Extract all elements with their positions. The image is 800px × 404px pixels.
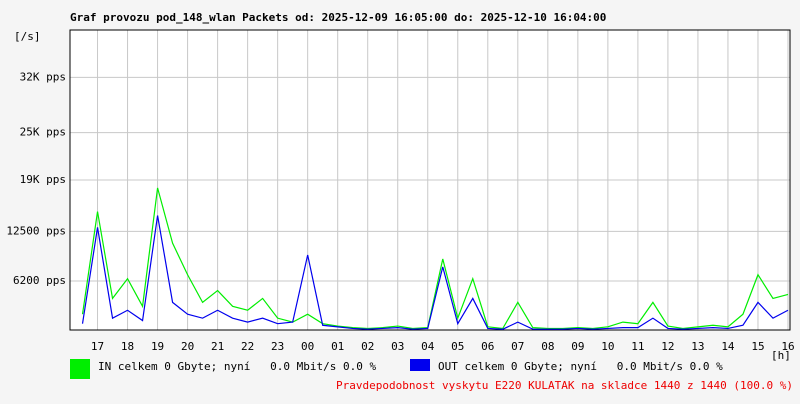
- x-tick-label: 08: [541, 340, 554, 353]
- y-unit: [/s]: [14, 30, 41, 43]
- x-tick-label: 06: [481, 340, 494, 353]
- series-line: [81, 187, 789, 330]
- x-tick-label: 04: [421, 340, 435, 353]
- y-tick-label: 25K pps: [20, 126, 66, 139]
- x-tick-label: 21: [211, 340, 224, 353]
- x-tick-label: 22: [241, 340, 254, 353]
- x-tick-label: 02: [361, 340, 374, 353]
- x-tick-label: 12: [661, 340, 674, 353]
- x-tick-label: 10: [601, 340, 614, 353]
- x-tick-label: 17: [91, 340, 104, 353]
- x-tick-label: 23: [271, 340, 284, 353]
- x-tick-label: 14: [721, 340, 735, 353]
- x-tick-label: 18: [121, 340, 134, 353]
- y-tick-label: 6200 pps: [13, 274, 66, 287]
- y-tick-label: 19K pps: [20, 173, 66, 186]
- x-tick-label: 01: [331, 340, 344, 353]
- x-tick-label: 09: [571, 340, 584, 353]
- x-tick-label: 03: [391, 340, 404, 353]
- y-tick-label: 12500 pps: [6, 224, 66, 237]
- x-tick-label: 05: [451, 340, 464, 353]
- x-unit: [h]: [771, 349, 791, 362]
- x-tick-label: 15: [751, 340, 764, 353]
- x-tick-label: 16: [781, 340, 794, 353]
- legend-label: IN celkem 0 Gbyte; nyní 0.0 Mbit/s 0.0 %: [98, 360, 377, 373]
- x-tick-label: 00: [301, 340, 314, 353]
- x-tick-label: 11: [631, 340, 644, 353]
- series-line: [81, 215, 789, 330]
- legend-swatch-in: [70, 359, 90, 379]
- x-tick-label: 13: [691, 340, 704, 353]
- chart-title: Graf provozu pod_148_wlan Packets od: 20…: [70, 11, 606, 24]
- plot-border: [69, 29, 791, 331]
- x-tick-label: 20: [181, 340, 194, 353]
- x-tick-label: 07: [511, 340, 524, 353]
- x-tick-label: 19: [151, 340, 164, 353]
- legend-label: OUT celkem 0 Gbyte; nyní 0.0 Mbit/s 0.0 …: [438, 360, 723, 373]
- y-tick-label: 32K pps: [20, 70, 66, 83]
- legend-swatch-out: [410, 359, 430, 371]
- footer-note: Pravdepodobnost vyskytu E220 KULATAK na …: [336, 379, 793, 392]
